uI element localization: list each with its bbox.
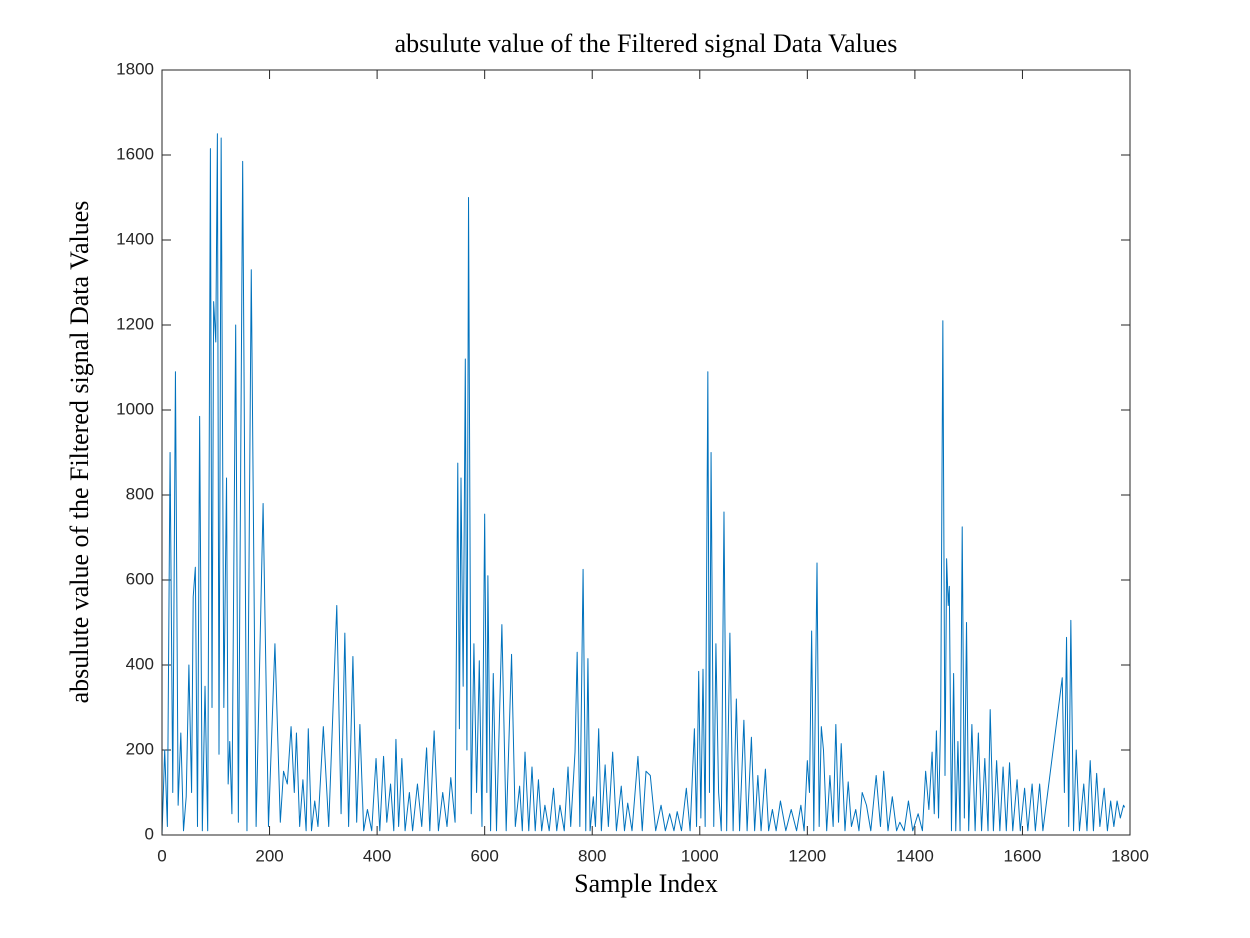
x-tick-label: 400 (363, 846, 391, 865)
y-tick-label: 1200 (116, 314, 154, 333)
y-tick-label: 1600 (116, 144, 154, 163)
x-tick-label: 600 (470, 846, 498, 865)
y-tick-label: 200 (126, 739, 154, 758)
y-axis-label: absulute value of the Filtered signal Da… (65, 201, 94, 704)
y-tick-label: 1000 (116, 399, 154, 418)
y-tick-label: 600 (126, 569, 154, 588)
x-axis-label: Sample Index (574, 869, 718, 898)
y-tick-label: 1800 (116, 59, 154, 78)
y-tick-label: 0 (145, 824, 154, 843)
x-tick-label: 1800 (1111, 846, 1149, 865)
y-tick-label: 800 (126, 484, 154, 503)
x-tick-label: 1200 (788, 846, 826, 865)
x-tick-label: 1400 (896, 846, 934, 865)
y-tick-label: 400 (126, 654, 154, 673)
signal-line (161, 133, 1126, 836)
y-tick-label: 1400 (116, 229, 154, 248)
x-tick-label: 1000 (681, 846, 719, 865)
x-tick-label: 0 (157, 846, 166, 865)
x-tick-label: 800 (578, 846, 606, 865)
plot-frame (161, 69, 1131, 836)
x-tick-label: 200 (255, 846, 283, 865)
x-tick-label: 1600 (1004, 846, 1042, 865)
chart-title: absulute value of the Filtered signal Da… (395, 29, 898, 58)
